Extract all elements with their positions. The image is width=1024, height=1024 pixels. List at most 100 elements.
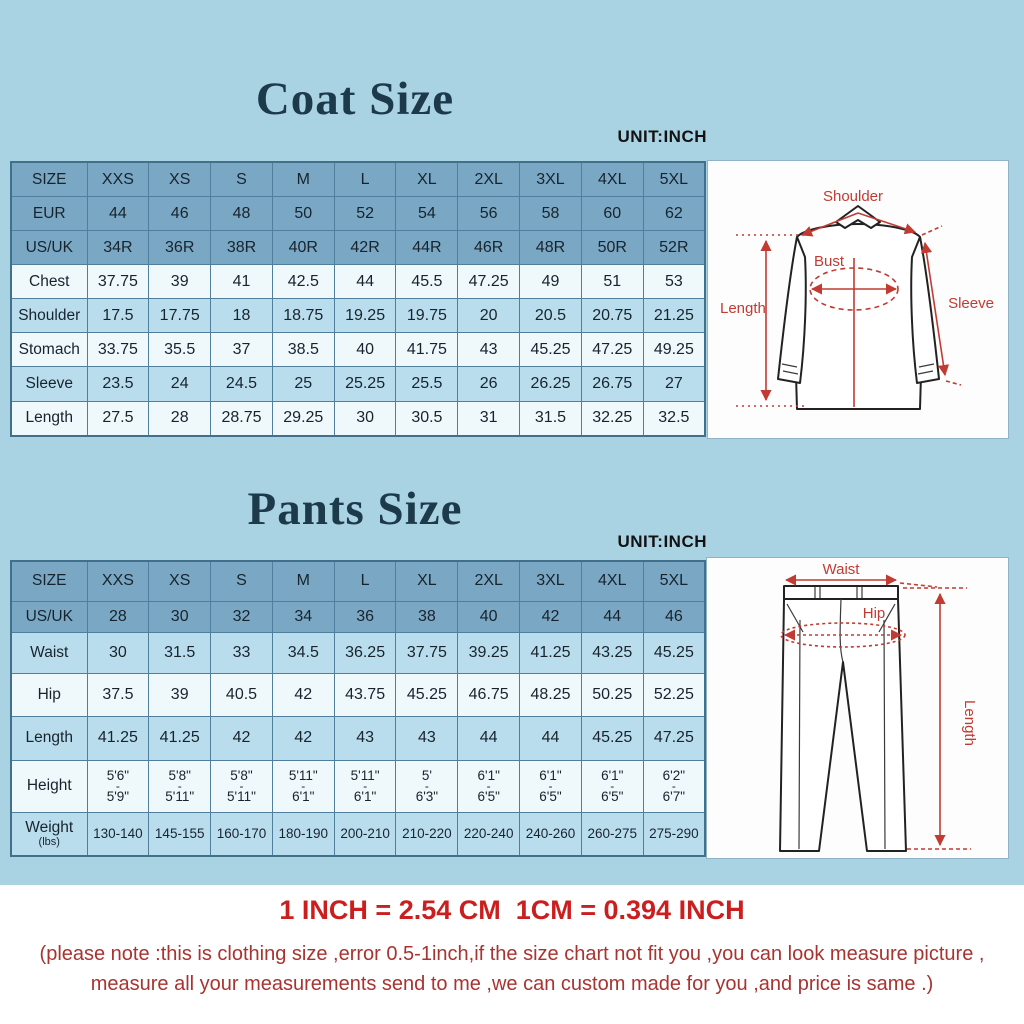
size-cell: 62	[642, 196, 706, 232]
size-cell: 43.25	[580, 631, 644, 674]
size-cell: 46	[642, 600, 706, 633]
size-cell: 19.25	[333, 298, 397, 334]
size-cell: 33	[210, 631, 273, 674]
size-cell: 200-210	[333, 811, 397, 857]
size-cell: 6'1" -6'5"	[457, 759, 521, 813]
size-cell: 42	[271, 672, 335, 717]
pants-size-table: SIZE XXS XS S M L XL 2XL 3XL 4XL 5XL US/UK 28 30 32 34 3…	[10, 560, 706, 857]
size-cell: 41.25	[148, 715, 212, 761]
row-label: Waist	[10, 631, 88, 674]
size-cell: 26	[457, 366, 521, 402]
size-cell: 275-290	[642, 811, 706, 857]
size-cell: 39	[148, 264, 212, 300]
size-cell: 48R	[519, 230, 582, 266]
sleeve-measure-label: Sleeve	[948, 295, 994, 312]
size-cell: 38.5	[271, 332, 335, 368]
pants-row-size: SIZE XXS XS S M L XL 2XL 3XL 4XL 5XL	[10, 560, 706, 602]
size-cell: 5'11" -6'1"	[271, 759, 335, 813]
size-cell: 30	[333, 400, 397, 437]
size-cell: 31.5	[148, 631, 212, 674]
row-label: Weight (lbs)	[10, 811, 88, 857]
size-cell: 145-155	[148, 811, 212, 857]
size-cell: 45.25	[642, 631, 706, 674]
coat-measure-diagram: Shoulder Bust Length Sleeve	[707, 160, 1009, 439]
size-cell: 48.25	[519, 672, 582, 717]
pants-row-height: Height 5'6" -5'9" 5'8" -5'11" 5'8" -5'11" 5'11"…	[10, 759, 706, 813]
jacket-body-outline	[792, 223, 925, 410]
pants-front-illustration: Waist Hip Length	[779, 561, 978, 852]
size-cell: 39	[148, 672, 212, 717]
size-cell: 41	[210, 264, 273, 300]
size-cell: L	[333, 161, 397, 198]
pants-row-us-uk: US/UK 28 30 32 34 36 38 40 42 44 46	[10, 600, 706, 633]
size-cell: 5'8" -5'11"	[148, 759, 212, 813]
row-label: EUR	[10, 196, 88, 232]
size-cell: 17.75	[148, 298, 212, 334]
row-label: SIZE	[10, 161, 88, 198]
size-cell: 43	[457, 332, 521, 368]
size-cell: M	[271, 560, 335, 602]
size-cell: 160-170	[210, 811, 273, 857]
note-line-1: (please note :this is clothing size ,err…	[39, 943, 985, 965]
unit-conversion-text: 1 INCH = 2.54 CM 1CM = 0.394 INCH	[279, 895, 745, 925]
size-cell: 56	[457, 196, 521, 232]
size-cell: 42	[210, 715, 273, 761]
coat-unit-label: UNIT:INCH	[617, 127, 707, 146]
size-cell: 46	[148, 196, 212, 232]
size-cell: 30	[86, 631, 150, 674]
size-cell: 54	[395, 196, 459, 232]
pants-waistband	[783, 585, 899, 600]
size-cell: 37.75	[395, 631, 459, 674]
size-cell: 40	[457, 600, 521, 633]
pants-row-waist: Waist 30 31.5 33 34.5 36.25 37.75 39.25 41.25 43.…	[10, 631, 706, 674]
size-cell: 42	[519, 600, 582, 633]
row-label: US/UK	[10, 230, 88, 266]
size-cell: 34.5	[271, 631, 335, 674]
size-cell: XL	[395, 560, 459, 602]
size-cell: 44	[457, 715, 521, 761]
size-cell: 58	[519, 196, 582, 232]
size-cell: 18.75	[271, 298, 335, 334]
size-cell: 3XL	[519, 161, 582, 198]
size-cell: XXS	[86, 560, 150, 602]
size-cell: 47.25	[457, 264, 521, 300]
pants-unit-label: UNIT:INCH	[617, 532, 707, 551]
size-cell: 51	[580, 264, 644, 300]
coat-row-stomach: Stomach 33.75 35.5 37 38.5 40 41.75 43 45.25 47.2…	[10, 332, 706, 368]
pants-section-title: Pants Size	[247, 483, 463, 535]
size-cell: 37	[210, 332, 273, 368]
size-cell: M	[271, 161, 335, 198]
coat-section-title: Coat Size	[255, 73, 455, 125]
jacket-collar	[835, 205, 881, 229]
size-cell: 27	[642, 366, 706, 402]
pants-measure-diagram: Waist Hip Length	[706, 557, 1009, 859]
size-cell: 50.25	[580, 672, 644, 717]
size-cell: 37.75	[86, 264, 150, 300]
row-label: Shoulder	[10, 298, 88, 334]
row-label: SIZE	[10, 560, 88, 602]
size-cell: 43	[333, 715, 397, 761]
jacket-left-sleeve	[777, 236, 807, 384]
size-cell: 38	[395, 600, 459, 633]
jacket-cuff-marks	[781, 363, 935, 375]
size-cell: 31	[457, 400, 521, 437]
size-cell: 6'1" -6'5"	[519, 759, 582, 813]
size-cell: 5'11" -6'1"	[333, 759, 397, 813]
size-cell: 41.25	[519, 631, 582, 674]
size-cell: 20	[457, 298, 521, 334]
size-cell: 4XL	[580, 161, 644, 198]
size-cell: 60	[580, 196, 644, 232]
size-cell: 5'6" -5'9"	[86, 759, 150, 813]
size-cell: 28	[148, 400, 212, 437]
jacket-back-illustration: Shoulder Bust Length Sleeve	[720, 188, 994, 410]
size-cell: 43	[395, 715, 459, 761]
size-cell: 130-140	[86, 811, 150, 857]
size-cell: 49	[519, 264, 582, 300]
size-cell: S	[210, 560, 273, 602]
size-cell: 31.5	[519, 400, 582, 437]
size-cell: 52R	[642, 230, 706, 266]
coat-row-size: SIZE XXS XS S M L XL 2XL 3XL 4XL 5XL	[10, 161, 706, 198]
size-cell: 20.75	[580, 298, 644, 334]
size-cell: 50R	[580, 230, 644, 266]
footer-notes: 1 INCH = 2.54 CM 1CM = 0.394 INCH (pleas…	[0, 885, 1024, 1024]
